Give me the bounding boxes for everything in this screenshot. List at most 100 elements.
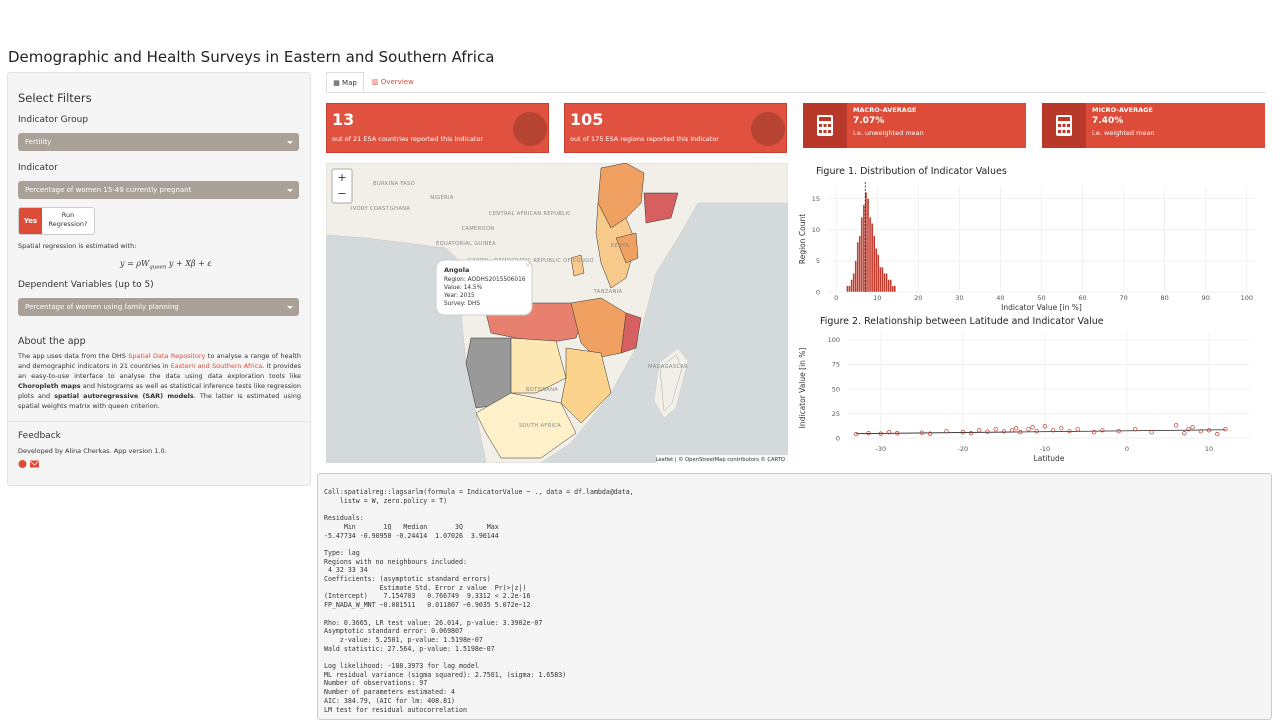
text-segment: . It provides an easy-to-use interface t… (18, 362, 301, 380)
icon-panel (803, 103, 847, 148)
bar (856, 241, 859, 293)
chart: Figure 1. Distribution of Indicator Valu… (798, 166, 1255, 312)
popup-line: Region: AODHS2015506016 (444, 277, 526, 283)
credit: Developed by Alina Cherkas. App version … (18, 447, 167, 455)
box-title: MACRO-AVERAGE (853, 106, 917, 114)
sidebar-title: Select Filters (18, 91, 92, 105)
bar (846, 285, 849, 293)
select[interactable]: Fertility (18, 133, 299, 151)
point (977, 428, 982, 433)
value-box: 105 out of 175 ESA regions reported this… (564, 103, 787, 153)
icon-panel (1042, 103, 1086, 148)
toggle[interactable]: Yes Run Regression? (18, 207, 95, 235)
x-tick-label: 20 (914, 294, 922, 302)
output-line: Log likelihood: -188.3973 for lag model (324, 662, 479, 670)
x-tick-label: 100 (1241, 294, 1253, 302)
box-subtitle: i.e. unweighted mean (853, 129, 924, 137)
icon (513, 112, 547, 146)
attribution: Leaflet | © OpenStreetMap contributors ©… (656, 456, 785, 463)
point (1149, 430, 1154, 435)
tab-label: Overview (380, 78, 414, 86)
map-label: BURKINA FASO (373, 181, 415, 187)
formula-sub: queen (149, 264, 167, 271)
label: Indicator Group (18, 115, 89, 125)
text-segment: . The latter is estimated using spatial … (18, 392, 301, 410)
point (1223, 427, 1228, 432)
value-box: 13 out of 21 ESA countries reported this… (326, 103, 549, 153)
svg-text:×: × (525, 261, 531, 269)
bar (852, 273, 855, 293)
point (919, 430, 924, 435)
bar (887, 279, 890, 293)
output-line: 4 32 33 34 (324, 566, 368, 575)
label: Dependent Variables (up to 5) (18, 280, 154, 290)
toggle-on[interactable]: Yes (19, 208, 42, 234)
output-line: AIC: 384.79, (AIC for lm: 408.81) (324, 696, 456, 705)
x-tick-label: 50 (1037, 294, 1045, 302)
box-subtitle: out of 21 ESA countries reported this in… (332, 135, 484, 143)
output-line: Number of parameters estimated: 4 (324, 688, 456, 697)
divider (8, 421, 310, 422)
link[interactable]: Spatial Data Repository (128, 352, 206, 360)
x-tick-label: 60 (1078, 294, 1086, 302)
tab[interactable]: ▥ Overview (372, 78, 414, 86)
x-tick-label: 10 (873, 294, 881, 302)
output-block: Log likelihood: -188.3973 for lag model M… (324, 662, 1265, 714)
output-line: Asymptotic standard error: 0.069807 (324, 627, 463, 636)
box-value: 7.07% (853, 116, 885, 126)
x-tick-label: 0 (834, 294, 838, 302)
box-subtitle: i.e. weighted mean (1092, 129, 1155, 137)
output-line: ML residual variance (sigma squared): 2.… (324, 670, 567, 679)
formula: y = ρWqueen y + Xβ + ε (120, 259, 212, 271)
text-segment: Choropleth maps (18, 382, 81, 390)
output-block: Rho: 0.3665, LR test value: 26.014, p-va… (324, 619, 1265, 654)
y-tick-label: 100 (828, 336, 840, 344)
map-label: TANZANIA (593, 289, 623, 295)
box-subtitle: out of 175 ESA regions reported this ind… (570, 135, 719, 143)
map-label: EQUATORIAL GUINEA (436, 241, 496, 247)
bar (848, 285, 851, 293)
bar (891, 285, 894, 293)
x-tick-label: 90 (1202, 294, 1210, 302)
icons[interactable] (18, 459, 40, 469)
label: Indicator (18, 163, 58, 173)
point (944, 429, 949, 434)
map-label: SOUTH AFRICA (519, 423, 561, 429)
y-axis-label: Region Count (798, 214, 807, 264)
toggle-label: Run Regression? (48, 211, 88, 228)
box-value: 7.40% (1092, 116, 1124, 126)
popup-line: Survey: DHS (444, 301, 480, 307)
select[interactable]: Percentage of women 15-49 currently preg… (18, 181, 299, 199)
map-label: NIGERIA (430, 195, 454, 201)
tab-active[interactable]: ▦ Map (326, 72, 364, 92)
output-line: (Intercept) 7.154703 0.766749 9.3312 < 2… (324, 592, 531, 601)
icon (751, 112, 785, 146)
section-title: About the app (18, 336, 86, 347)
output-block: Type: lag Regions with no neighbours incl… (324, 549, 1265, 610)
bar (850, 279, 853, 293)
y-tick-label: 10 (812, 226, 820, 234)
output-line: Residuals: (324, 514, 364, 523)
bar (868, 216, 872, 293)
y-tick-label: 0 (816, 288, 820, 296)
point (1050, 428, 1056, 433)
svg-text:−: − (337, 187, 346, 200)
bar (877, 254, 880, 293)
map-label: CAMEROON (462, 226, 495, 232)
map-label: DEMOCRATIC REPUBLIC OF CONGO (494, 258, 594, 264)
bar (862, 204, 866, 293)
point (1030, 425, 1035, 430)
map-label: MADAGASCAR (648, 364, 688, 370)
sidebar: Select Filters Indicator Group Fertility… (7, 72, 311, 486)
x-axis-label: Latitude (1034, 454, 1065, 463)
point (1067, 429, 1072, 434)
output-line: FP_NADA_W_MNT −0.081511 0.011807 −6.9035… (324, 601, 531, 610)
select[interactable]: Percentage of women using family plannin… (18, 298, 299, 316)
info-box: MICRO-AVERAGE 7.40% i.e. weighted mean (1042, 103, 1265, 148)
map[interactable]: + − BURKINA FASO IVORY COAST GHANA NIGERIA C… (326, 163, 788, 463)
link[interactable]: Eastern and Southern Africa (170, 362, 263, 370)
point (985, 429, 990, 434)
map-label: CENTRAL AFRICAN REPUBLIC (489, 211, 571, 217)
section-title: Feedback (18, 431, 61, 441)
